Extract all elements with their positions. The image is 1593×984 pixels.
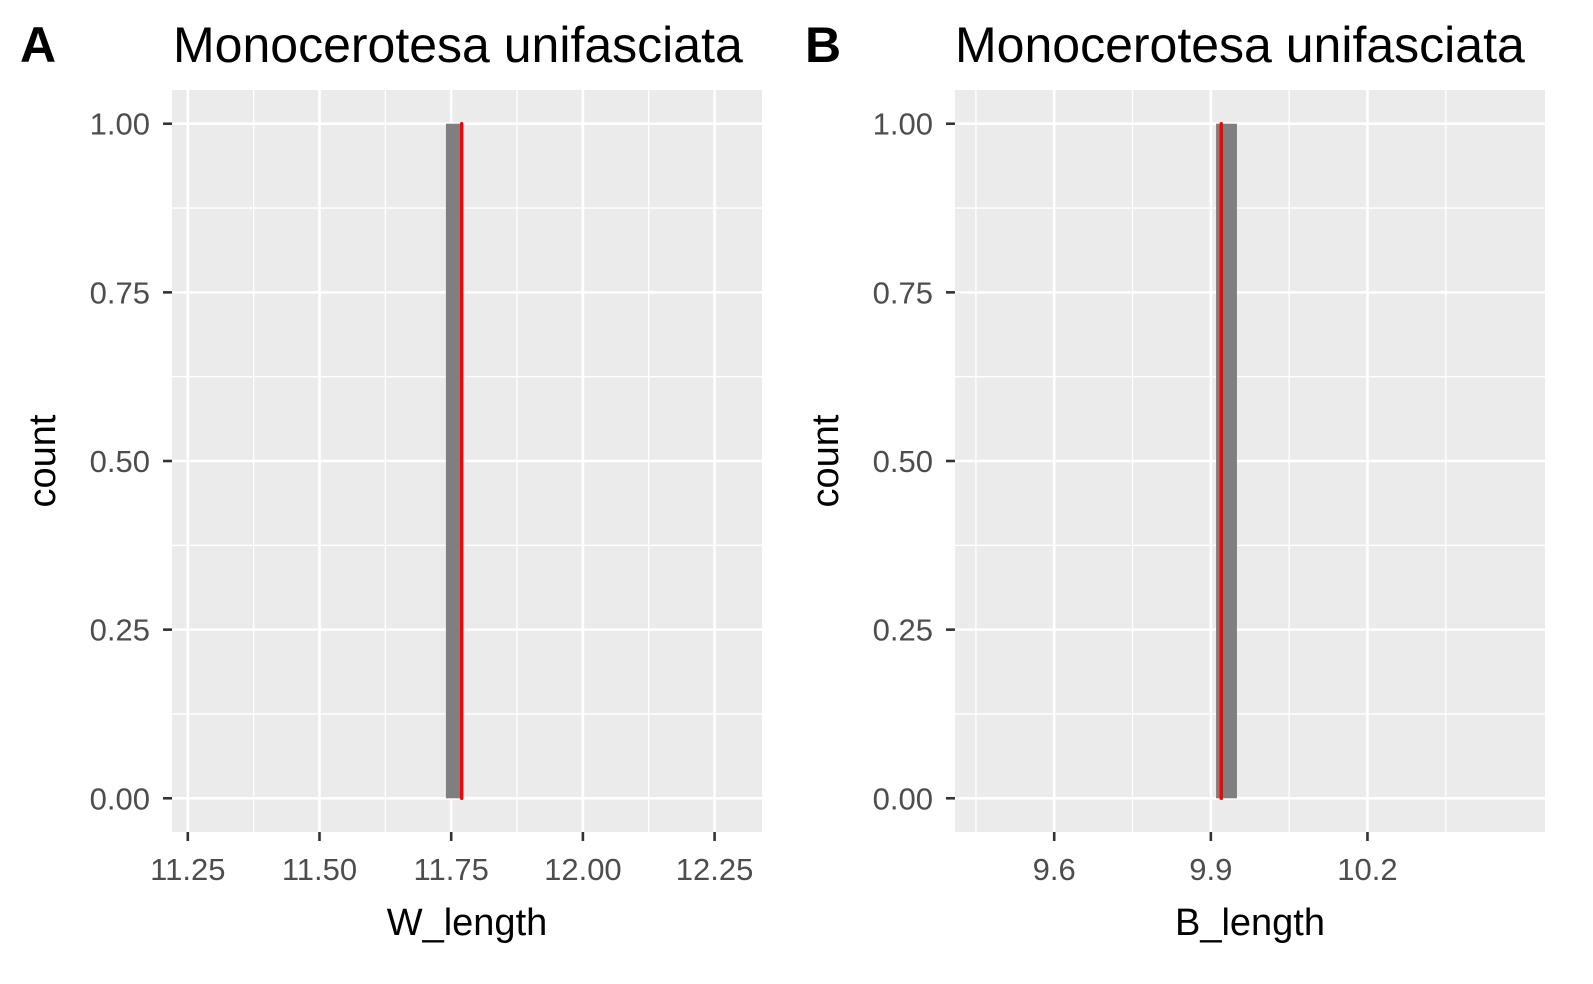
x-tick-label: 9.6 <box>1033 852 1076 887</box>
y-tick-label: 0.50 <box>873 444 933 479</box>
y-tick-label: 0.00 <box>873 781 933 816</box>
y-axis-title: count <box>805 414 847 507</box>
x-tick-label: 11.75 <box>414 852 489 887</box>
chart-title: Monocerotesa unifasciata <box>955 17 1525 73</box>
y-tick-label: 0.50 <box>90 444 150 479</box>
histogram-bar <box>1216 123 1237 799</box>
x-axis-title: W_length <box>387 902 548 944</box>
y-tick-label: 0.25 <box>873 613 933 648</box>
y-tick-label: 0.75 <box>873 275 933 310</box>
histogram-bar <box>445 123 462 799</box>
x-axis-title: B_length <box>1175 902 1325 944</box>
y-tick-label: 1.00 <box>873 107 933 142</box>
y-tick-label: 0.75 <box>90 275 150 310</box>
chart-panel-b: 0.00 0.25 0.50 0.75 1.00 9.6 9.9 10.2 B_length co… <box>805 17 1545 944</box>
panel-tag: B <box>805 17 841 73</box>
y-tick-label: 0.00 <box>90 781 150 816</box>
y-tick-label: 0.25 <box>90 613 150 648</box>
x-tick-label: 12.00 <box>544 852 622 887</box>
chart-title: Monocerotesa unifasciata <box>173 17 743 73</box>
x-tick-label: 12.25 <box>676 852 754 887</box>
x-tick-label: 11.50 <box>282 852 357 887</box>
x-tick-label: 10.2 <box>1337 852 1397 887</box>
x-tick-label: 11.25 <box>150 852 225 887</box>
x-tick-label: 9.9 <box>1189 852 1232 887</box>
panel-tag: A <box>20 17 56 73</box>
chart-panel-a: 0.00 0.25 0.50 0.75 1.00 11.25 11.50 11.75 12.00… <box>20 17 762 944</box>
y-axis-title: count <box>22 414 64 507</box>
y-tick-label: 1.00 <box>90 107 150 142</box>
